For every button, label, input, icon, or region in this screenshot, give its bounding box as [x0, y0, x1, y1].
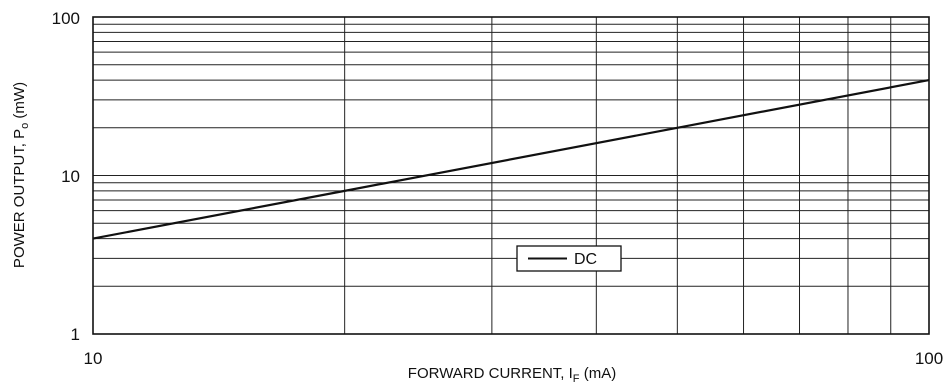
x-tick-labels: 10 100 — [84, 349, 944, 368]
x-axis-label: FORWARD CURRENT, IF (mA) — [408, 365, 616, 385]
y-axis-label: POWER OUTPUT, Po (mW) — [11, 82, 31, 268]
legend-label-dc: DC — [574, 251, 597, 268]
legend: DC — [516, 245, 622, 272]
grid — [93, 17, 929, 334]
y-tick-label-1: 1 — [71, 325, 80, 344]
x-tick-label-100: 100 — [915, 349, 943, 368]
y-tick-labels: 1 10 100 — [52, 9, 80, 344]
series-line-dc — [92, 78, 930, 240]
plot-frame — [92, 16, 930, 335]
series-layer — [92, 78, 930, 240]
y-tick-label-10: 10 — [61, 167, 80, 186]
y-tick-label-100: 100 — [52, 9, 80, 28]
x-tick-label-10: 10 — [84, 349, 103, 368]
